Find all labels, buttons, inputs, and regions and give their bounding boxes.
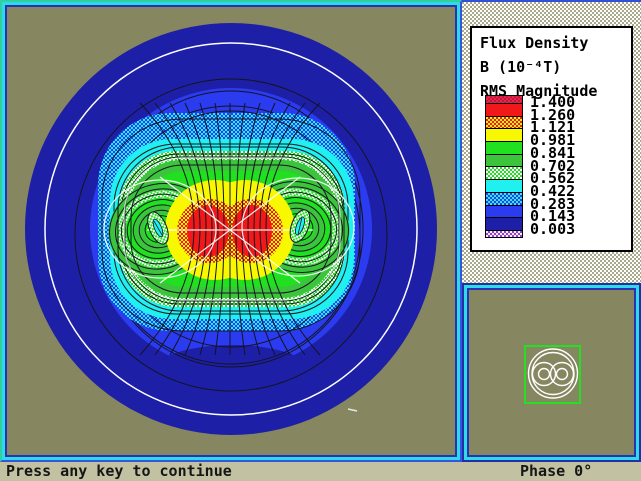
legend-value: 0.702: [530, 156, 576, 175]
conductor-right-outline: [549, 361, 575, 387]
legend-box: Flux Density B (10⁻⁴T) RMS Magnitude 1.4…: [470, 26, 633, 252]
white-contours: [103, 157, 355, 301]
phase-indicator: Phase 0°: [520, 462, 593, 480]
red-peak-left: [187, 205, 229, 257]
legend-value: 1.260: [530, 105, 576, 124]
locator-window-frame: [462, 283, 641, 462]
legend-swatch-cyan-blue-dither: [486, 191, 522, 205]
legend-swatch-below-min-violet: [486, 229, 522, 237]
plot-window-frame-inner: [5, 5, 457, 457]
peanut-contours: [117, 146, 345, 312]
right-panel: Flux Density B (10⁻⁴T) RMS Magnitude 1.4…: [462, 0, 641, 283]
legend-value: 0.283: [530, 194, 576, 213]
conductor-left-outline: [531, 361, 557, 387]
status-message: Press any key to continue: [6, 462, 232, 480]
legend-value: 0.143: [530, 207, 576, 226]
minimap-geometry: [469, 290, 634, 455]
legend-value: 1.121: [530, 118, 576, 137]
flux-contour-plot: [7, 7, 455, 455]
legend-color-scale: [485, 95, 523, 238]
legend-swatch-yellow: [486, 128, 522, 142]
legend-value: 0.562: [530, 169, 576, 188]
legend-value: 0.003: [530, 220, 576, 238]
legend-swatch-navy: [486, 217, 522, 230]
legend-swatch-cyan: [486, 179, 522, 192]
zoom-region-box: [524, 345, 581, 404]
legend-swatch-green: [486, 153, 522, 167]
legend-swatch-orange-dither: [486, 115, 522, 129]
legend-value: 0.841: [530, 143, 576, 162]
legend-title-line1: Flux Density: [480, 34, 589, 52]
locator-window-frame-cyan: [464, 285, 639, 460]
locator-window-frame-inner: [467, 288, 636, 457]
legend-swatch-lime: [486, 141, 522, 154]
plot-window-frame-cyan: [2, 2, 460, 460]
plot-window-frame: [0, 0, 462, 462]
outer-boundary-circle: [44, 42, 418, 416]
minimap-background: [469, 290, 634, 455]
legend-value: 1.400: [530, 93, 576, 111]
legend-swatch-pale-green-dither: [486, 166, 522, 180]
legend-swatch-blue: [486, 204, 522, 218]
conductor-eye-left: [147, 211, 169, 245]
legend-value: 0.981: [530, 131, 576, 150]
legend-value: 0.422: [530, 181, 576, 200]
cable-outline: [527, 348, 579, 399]
legend-title-line2: B (10⁻⁴T): [480, 58, 562, 76]
legend-swatch-above-max-crimson: [486, 96, 522, 103]
conductor-eye-right: [289, 209, 311, 243]
legend-swatch-red: [486, 103, 522, 116]
panel-top-edge: [462, 0, 641, 2]
stray-white-tick: [347, 408, 358, 412]
status-bar: Press any key to continue Phase 0°: [0, 462, 641, 481]
